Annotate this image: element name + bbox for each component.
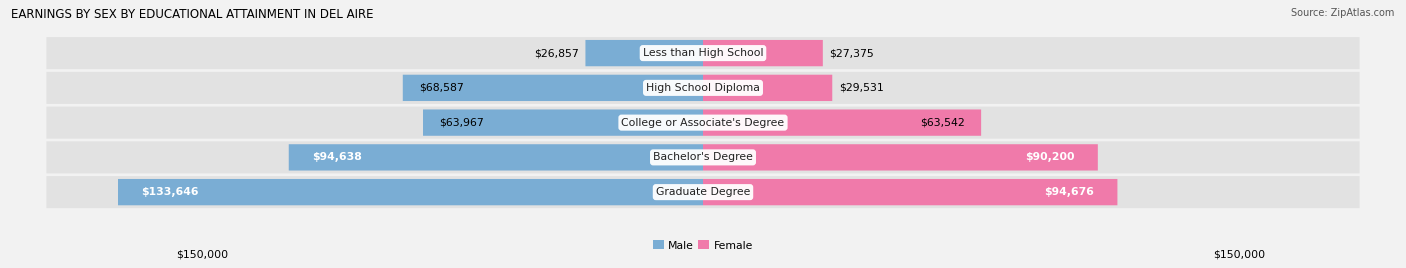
Text: EARNINGS BY SEX BY EDUCATIONAL ATTAINMENT IN DEL AIRE: EARNINGS BY SEX BY EDUCATIONAL ATTAINMEN… [11, 8, 374, 21]
Text: $26,857: $26,857 [534, 48, 579, 58]
Text: $90,200: $90,200 [1025, 152, 1074, 162]
Text: $150,000: $150,000 [176, 250, 228, 260]
Text: $63,967: $63,967 [440, 118, 484, 128]
Text: $63,542: $63,542 [920, 118, 965, 128]
FancyBboxPatch shape [118, 179, 703, 205]
FancyBboxPatch shape [585, 40, 703, 66]
FancyBboxPatch shape [46, 72, 1360, 104]
FancyBboxPatch shape [703, 179, 1118, 205]
FancyBboxPatch shape [46, 176, 1360, 208]
FancyBboxPatch shape [703, 109, 981, 136]
FancyBboxPatch shape [703, 75, 832, 101]
Text: $150,000: $150,000 [1213, 250, 1265, 260]
Text: High School Diploma: High School Diploma [647, 83, 759, 93]
Text: College or Associate's Degree: College or Associate's Degree [621, 118, 785, 128]
Text: Less than High School: Less than High School [643, 48, 763, 58]
Text: $29,531: $29,531 [839, 83, 883, 93]
FancyBboxPatch shape [423, 109, 703, 136]
FancyBboxPatch shape [703, 144, 1098, 170]
FancyBboxPatch shape [46, 37, 1360, 69]
Text: $94,638: $94,638 [312, 152, 361, 162]
FancyBboxPatch shape [703, 40, 823, 66]
FancyBboxPatch shape [46, 107, 1360, 139]
Text: Graduate Degree: Graduate Degree [655, 187, 751, 197]
Text: $27,375: $27,375 [830, 48, 875, 58]
Text: Bachelor's Degree: Bachelor's Degree [652, 152, 754, 162]
Text: $133,646: $133,646 [141, 187, 198, 197]
Text: Source: ZipAtlas.com: Source: ZipAtlas.com [1291, 8, 1395, 18]
FancyBboxPatch shape [46, 141, 1360, 173]
Legend: Male, Female: Male, Female [648, 236, 758, 255]
FancyBboxPatch shape [288, 144, 703, 170]
Text: $94,676: $94,676 [1045, 187, 1094, 197]
Text: $68,587: $68,587 [419, 83, 464, 93]
FancyBboxPatch shape [402, 75, 703, 101]
